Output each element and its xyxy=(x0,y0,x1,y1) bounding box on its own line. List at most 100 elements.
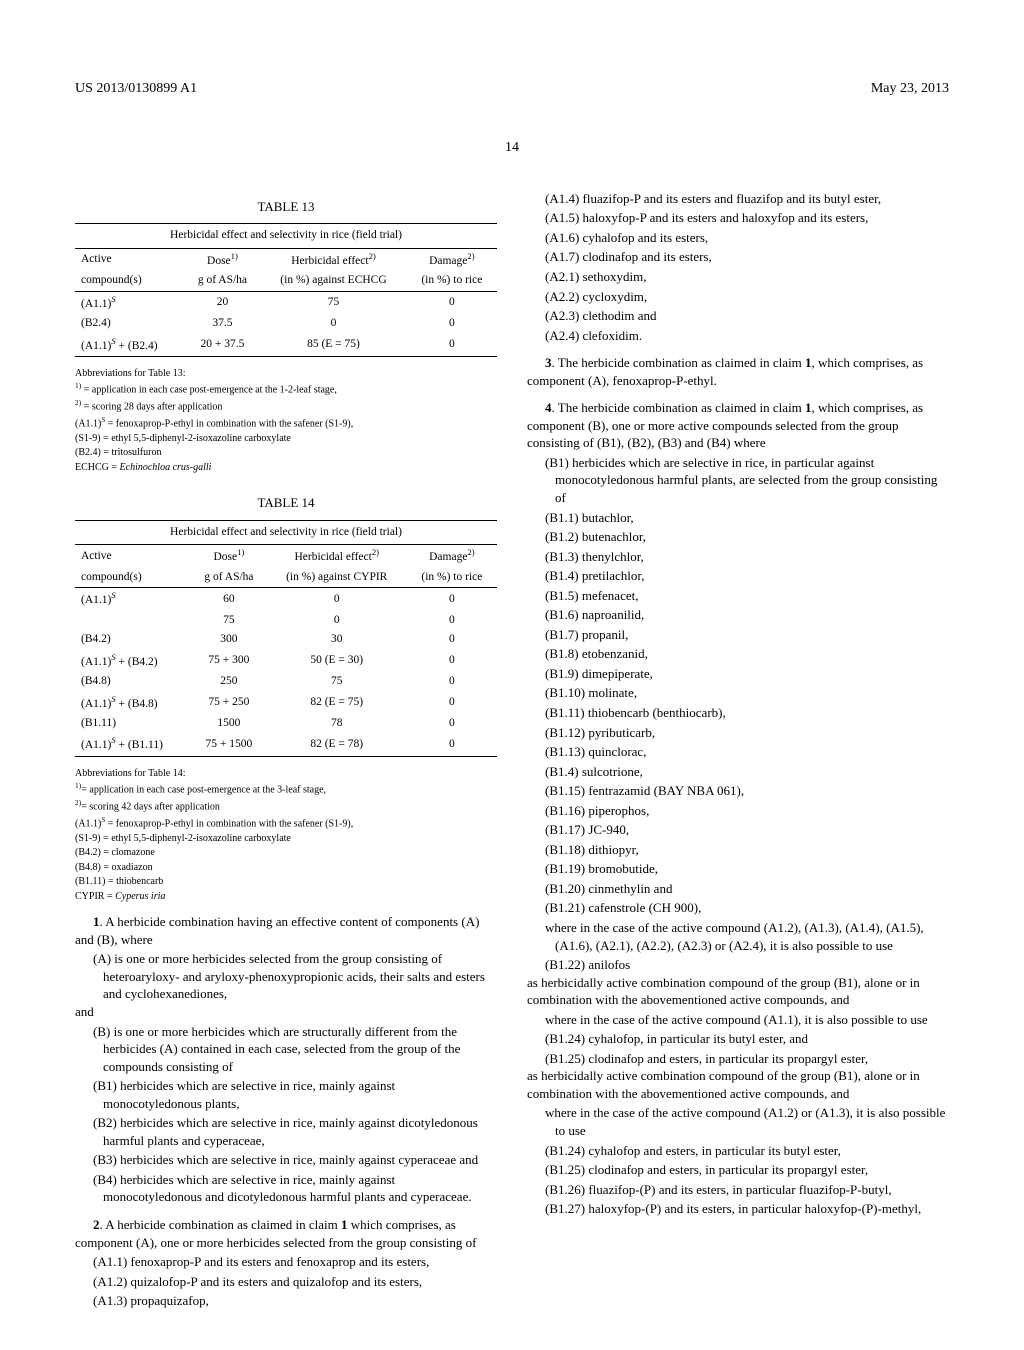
claim-1-and: and xyxy=(75,1003,497,1021)
t13-col3a: Herbicidal effect2) xyxy=(260,248,406,271)
table14-label: TABLE 14 xyxy=(75,494,497,512)
claim-2-A13: (A1.3) propaquizafop, xyxy=(103,1292,497,1310)
abbrev-line: (B1.11) = thiobencarb xyxy=(75,875,497,889)
B1.25b: (B1.25) clodinafop and esters, in partic… xyxy=(555,1161,949,1179)
B1.2: (B1.2) butenachlor, xyxy=(555,528,949,546)
abbrev-line: (B4.2) = clomazone xyxy=(75,846,497,860)
B1.7: (B1.7) propanil, xyxy=(555,626,949,644)
B1.12: (B1.12) pyributicarb, xyxy=(555,724,949,742)
B1.16: (B1.16) piperophos, xyxy=(555,802,949,820)
A15: (A1.5) haloxyfop-P and its esters and ha… xyxy=(555,209,949,227)
B1.14: (B1.4) sulcotrione, xyxy=(555,763,949,781)
page-header: US 2013/0130899 A1 May 23, 2013 xyxy=(75,80,949,99)
B1.10: (B1.10) molinate, xyxy=(555,684,949,702)
B1.3: (B1.3) thenylchlor, xyxy=(555,548,949,566)
table-row-compound xyxy=(75,611,191,631)
B1.20: (B1.20) cinmethylin and xyxy=(555,880,949,898)
t13-col3b: (in %) against ECHCG xyxy=(260,271,406,291)
as2: as herbicidally active combination compo… xyxy=(527,1067,949,1102)
t13-col2b: g of AS/ha xyxy=(185,271,261,291)
abbrev-line: (A1.1)S = fenoxaprop-P-ethyl in combinat… xyxy=(75,815,497,831)
left-column: TABLE 13 Herbicidal effect and selectivi… xyxy=(75,188,497,1310)
claim-1-B3: (B3) herbicides which are selective in r… xyxy=(103,1151,497,1169)
B1.18: (B1.18) dithiopyr, xyxy=(555,841,949,859)
B1.17: (B1.17) JC-940, xyxy=(555,821,949,839)
claim-2-A12: (A1.2) quizalofop-P and its esters and q… xyxy=(103,1273,497,1291)
abbrev-line: 2)= scoring 42 days after application xyxy=(75,798,497,814)
B1.5: (B1.5) mefenacet, xyxy=(555,587,949,605)
table-row-compound: (A1.1)S + (B4.8) xyxy=(75,692,191,714)
table-row-compound: (A1.1)S + (B1.11) xyxy=(75,733,191,756)
A22: (A2.2) cycloxydim, xyxy=(555,288,949,306)
B1.19: (B1.19) bromobutide, xyxy=(555,860,949,878)
as1: as herbicidally active combination compo… xyxy=(527,974,949,1009)
B1.21: (B1.21) cafenstrole (CH 900), xyxy=(555,899,949,917)
claim-1-B: (B) is one or more herbicides which are … xyxy=(103,1023,497,1076)
claim-1-B2: (B2) herbicides which are selective in r… xyxy=(103,1114,497,1149)
abbrev-line: CYPIR = Cyperus iria xyxy=(75,890,497,904)
abbrev-line: (B4.8) = oxadiazon xyxy=(75,861,497,875)
table-row-compound: (B4.2) xyxy=(75,630,191,650)
B1.1: (B1.1) butachlor, xyxy=(555,509,949,527)
B1.6: (B1.6) naproanilid, xyxy=(555,606,949,624)
B1.24b: (B1.24) cyhalofop and esters, in particu… xyxy=(555,1142,949,1160)
t13-col4a: Damage2) xyxy=(407,248,497,271)
claim-2: 2. A herbicide combination as claimed in… xyxy=(75,1216,497,1251)
A21: (A2.1) sethoxydim, xyxy=(555,268,949,286)
B1.13: (B1.13) quinclorac, xyxy=(555,743,949,761)
B1.24: (B1.24) cyhalofop, in particular its but… xyxy=(555,1030,949,1048)
A14: (A1.4) fluazifop-P and its esters and fl… xyxy=(555,190,949,208)
claim-3: 3. The herbicide combination as claimed … xyxy=(527,354,949,389)
abbrev-line: 1) = application in each case post-emerg… xyxy=(75,381,497,397)
B1.25: (B1.25) clodinafop and esters, in partic… xyxy=(555,1050,949,1068)
t13-col1a: Active xyxy=(75,248,185,271)
wherein1: where in the case of the active compound… xyxy=(555,919,949,954)
right-column: (A1.4) fluazifop-P and its esters and fl… xyxy=(527,188,949,1310)
table13: Herbicidal effect and selectivity in ric… xyxy=(75,223,497,361)
abbrev-line: (B2.4) = tritosulfuron xyxy=(75,446,497,460)
claim-2-A11: (A1.1) fenoxaprop-P and its esters and f… xyxy=(103,1253,497,1271)
B1.4: (B1.4) pretilachlor, xyxy=(555,567,949,585)
abbrev-line: 1)= application in each case post-emerge… xyxy=(75,781,497,797)
table13-abbrev: Abbreviations for Table 13: 1) = applica… xyxy=(75,367,497,474)
c4-B1: (B1) herbicides which are selective in r… xyxy=(555,454,949,507)
abbrev-line: (S1-9) = ethyl 5,5-diphenyl-2-isoxazolin… xyxy=(75,832,497,846)
claim-1: 1. A herbicide combination having an eff… xyxy=(75,913,497,948)
wherein2: where in the case of the active compound… xyxy=(555,1011,949,1029)
A23: (A2.3) clethodim and xyxy=(555,307,949,325)
claim-1-A: (A) is one or more herbicides selected f… xyxy=(103,950,497,1003)
t13-col2a: Dose1) xyxy=(185,248,261,271)
A17: (A1.7) clodinafop and its esters, xyxy=(555,248,949,266)
table-row-compound: (A1.1)S xyxy=(75,291,185,314)
abbrev-line: 2) = scoring 28 days after application xyxy=(75,398,497,414)
table-row-compound: (A1.1)S + (B2.4) xyxy=(75,334,185,357)
table-row-compound: (A1.1)S + (B4.2) xyxy=(75,650,191,672)
abbrev-line: (S1-9) = ethyl 5,5-diphenyl-2-isoxazolin… xyxy=(75,432,497,446)
page-number: 14 xyxy=(75,139,949,158)
table14: Herbicidal effect and selectivity in ric… xyxy=(75,520,497,761)
table-row-compound: (B2.4) xyxy=(75,314,185,334)
t13-col4b: (in %) to rice xyxy=(407,271,497,291)
claim-1-B1: (B1) herbicides which are selective in r… xyxy=(103,1077,497,1112)
abbrev-line: (A1.1)S = fenoxaprop-P-ethyl in combinat… xyxy=(75,415,497,431)
B1.8: (B1.8) etobenzanid, xyxy=(555,645,949,663)
table14-caption: Herbicidal effect and selectivity in ric… xyxy=(75,520,497,545)
abbrev-line: ECHCG = Echinochloa crus-galli xyxy=(75,461,497,475)
doc-id: US 2013/0130899 A1 xyxy=(75,80,197,99)
table-row-compound: (B4.8) xyxy=(75,672,191,692)
table-row-compound: (A1.1)S xyxy=(75,588,191,611)
table-row-compound: (B1.11) xyxy=(75,714,191,734)
B1.9: (B1.9) dimepiperate, xyxy=(555,665,949,683)
B1.22: (B1.22) anilofos xyxy=(555,956,949,974)
B1.15: (B1.15) fentrazamid (BAY NBA 061), xyxy=(555,782,949,800)
table13-caption: Herbicidal effect and selectivity in ric… xyxy=(75,224,497,249)
claim-1-B4: (B4) herbicides which are selective in r… xyxy=(103,1171,497,1206)
claim-4: 4. The herbicide combination as claimed … xyxy=(527,399,949,452)
table14-abbrev: Abbreviations for Table 14: 1)= applicat… xyxy=(75,767,497,903)
table13-label: TABLE 13 xyxy=(75,198,497,216)
B1.26: (B1.26) fluazifop-(P) and its esters, in… xyxy=(555,1181,949,1199)
B1.27: (B1.27) haloxyfop-(P) and its esters, in… xyxy=(555,1200,949,1218)
A24: (A2.4) clefoxidim. xyxy=(555,327,949,345)
wherein3: where in the case of the active compound… xyxy=(555,1104,949,1139)
t13-col1b: compound(s) xyxy=(75,271,185,291)
